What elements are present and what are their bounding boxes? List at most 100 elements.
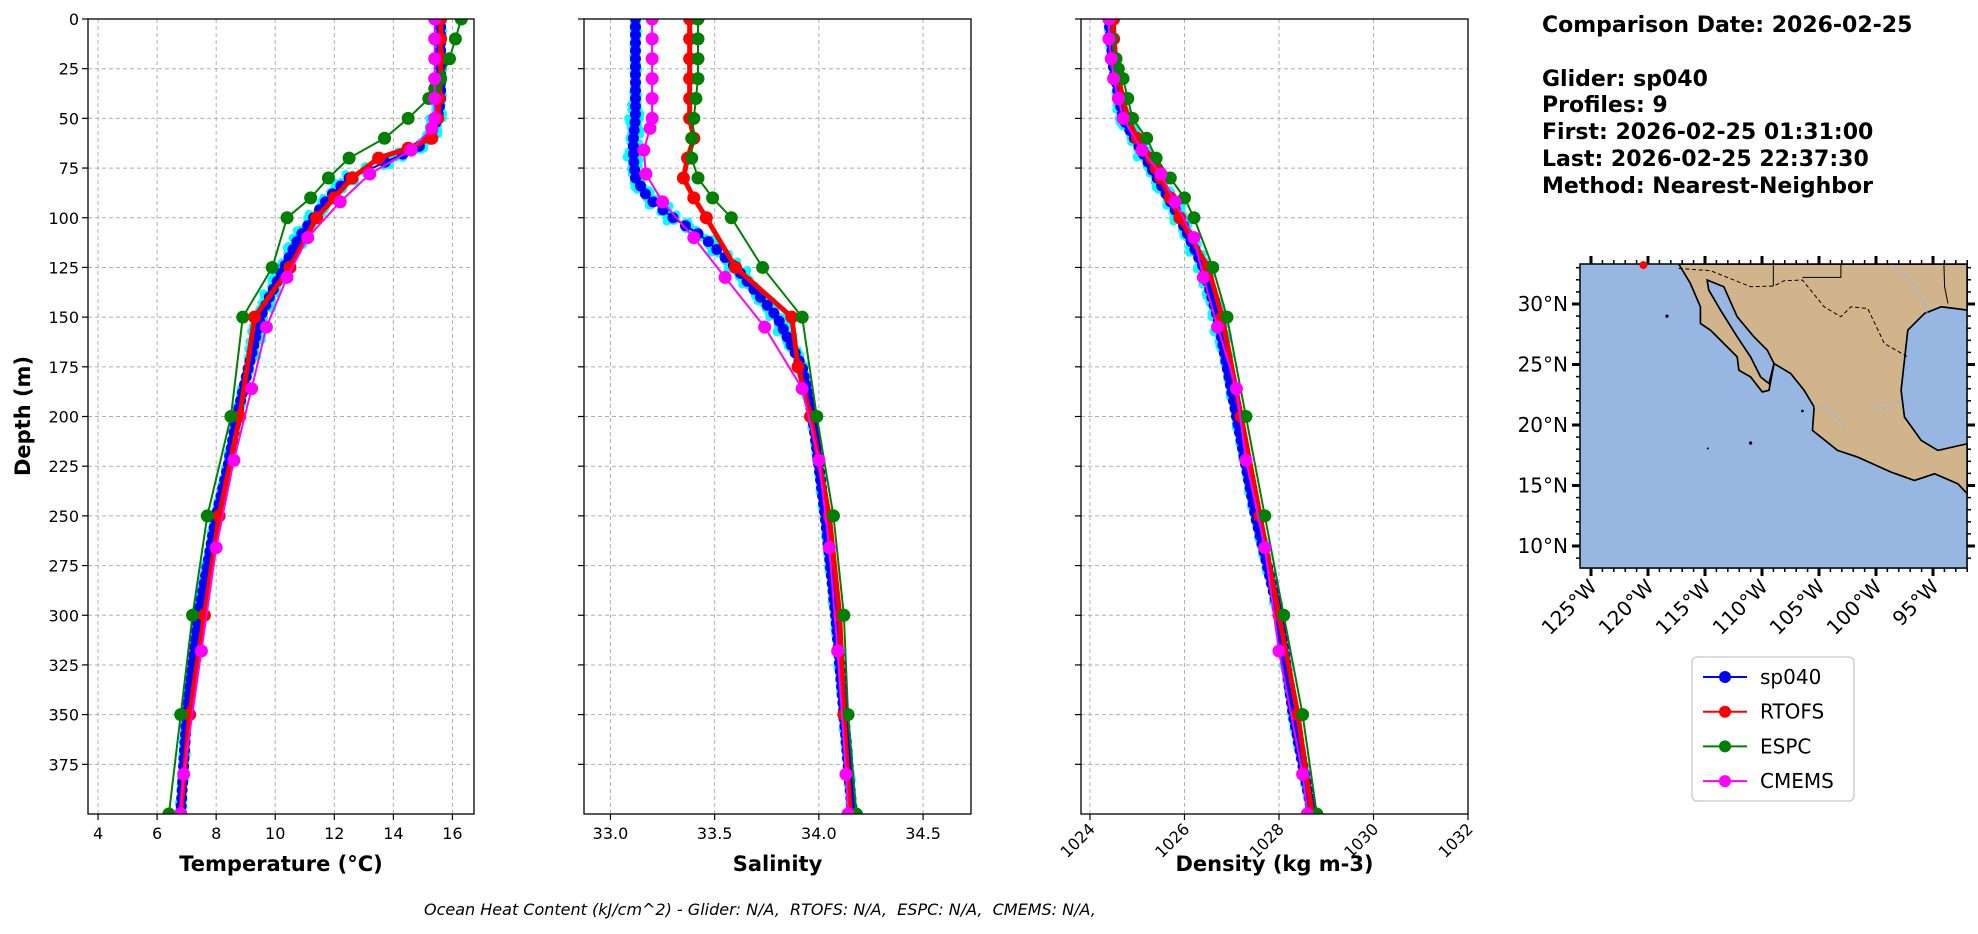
data-point: [629, 93, 641, 104]
axes-frame: [87, 18, 475, 815]
data-point: [1258, 541, 1272, 555]
data-point: [645, 32, 659, 46]
data-point: [691, 52, 705, 66]
data-point: [342, 151, 356, 165]
data-point: [177, 767, 191, 781]
profile-point: [851, 813, 853, 814]
data-point: [758, 320, 772, 334]
data-point: [1102, 32, 1116, 46]
y-tick-label: 150: [48, 308, 79, 327]
x-tick-label: 1024: [1057, 819, 1099, 861]
data-point: [200, 509, 214, 523]
data-point: [1135, 143, 1149, 157]
legend: sp040 RTOFS ESPC CMEMS: [1691, 656, 1855, 802]
series-cmems: [1102, 19, 1314, 814]
data-point: [628, 156, 640, 168]
data-point: [1300, 807, 1314, 814]
data-point: [629, 69, 641, 81]
axes-frame: [583, 18, 972, 815]
profile-point: [180, 813, 182, 814]
data-point: [345, 171, 359, 185]
x-tick-label: 16: [442, 824, 462, 843]
data-point: [699, 211, 713, 225]
data-point: [1187, 211, 1201, 225]
data-point: [785, 310, 799, 324]
data-point: [1272, 644, 1286, 658]
data-point: [761, 299, 773, 311]
axes-frame: [1080, 18, 1469, 815]
river: [1814, 406, 1845, 426]
legend-label: ESPC: [1760, 734, 1811, 758]
x-tick-label: 4: [93, 824, 103, 843]
data-point: [174, 807, 188, 814]
data-point: [245, 382, 259, 396]
data-point: [1140, 131, 1154, 145]
data-point: [627, 132, 639, 144]
data-point: [227, 453, 241, 467]
y-tick-label: 275: [48, 557, 79, 576]
data-point: [1126, 111, 1140, 125]
data-point: [428, 32, 442, 46]
legend-marker: [1719, 740, 1731, 753]
data-point: [691, 72, 705, 86]
island: [1706, 447, 1709, 450]
y-tick-label: 225: [48, 457, 79, 476]
data-point: [676, 171, 690, 185]
data-point: [1296, 767, 1310, 781]
profile-point: [1108, 19, 1111, 20]
data-point: [645, 52, 659, 66]
x-tick-label: 8: [211, 824, 221, 843]
data-point: [428, 92, 442, 105]
profile-point: [1311, 813, 1313, 814]
data-point: [629, 37, 641, 49]
data-point: [1168, 195, 1182, 209]
profile-point: [634, 19, 638, 20]
lat-label: 10°N: [1518, 534, 1568, 558]
data-point: [689, 92, 703, 105]
data-point: [685, 131, 699, 145]
data-point: [643, 121, 657, 135]
data-point: [1116, 72, 1130, 86]
data-point: [1211, 320, 1225, 334]
lon-label: 125°W: [1537, 574, 1602, 639]
gulf-of-california: [1706, 278, 1775, 386]
data-point: [691, 171, 705, 185]
data-point: [248, 310, 262, 324]
data-point: [425, 131, 439, 145]
data-point: [1258, 509, 1272, 523]
lon-label: 120°W: [1594, 574, 1659, 639]
comparison-info: Comparison Date: 2026-02-25 Glider: sp04…: [1542, 13, 1912, 201]
x-tick-label: 1032: [1435, 819, 1477, 861]
data-point: [280, 270, 294, 284]
x-tick-label: 33.5: [697, 824, 733, 843]
data-point: [428, 19, 442, 26]
series-cmems: [637, 19, 855, 814]
x-tick-label: 14: [383, 824, 403, 843]
legend-label: sp040: [1760, 665, 1821, 689]
data-point: [236, 310, 250, 324]
data-point: [629, 21, 641, 33]
data-point: [1187, 231, 1201, 245]
data-point: [627, 140, 639, 152]
lon-label: 95°W: [1888, 574, 1944, 630]
profile-point: [439, 19, 443, 20]
data-point: [729, 260, 743, 274]
y-tick-label: 125: [48, 258, 79, 277]
data-point: [795, 382, 809, 396]
x-tick-label: 6: [152, 824, 162, 843]
y-tick-label: 250: [48, 507, 79, 526]
data-point: [265, 260, 279, 274]
data-point: [1111, 62, 1125, 76]
data-point: [841, 807, 855, 814]
series-espc: [685, 19, 863, 814]
data-point: [639, 167, 653, 181]
data-point: [629, 85, 641, 97]
data-point: [702, 236, 714, 248]
y-tick-label: 25: [59, 60, 79, 79]
x-axis-label: Density (kg m-3): [1175, 852, 1373, 876]
data-point: [404, 143, 418, 157]
ocean-heat-content-text: Ocean Heat Content (kJ/cm^2) - Glider: N…: [424, 900, 1096, 919]
data-point: [442, 52, 456, 66]
series-line: [178, 19, 444, 814]
